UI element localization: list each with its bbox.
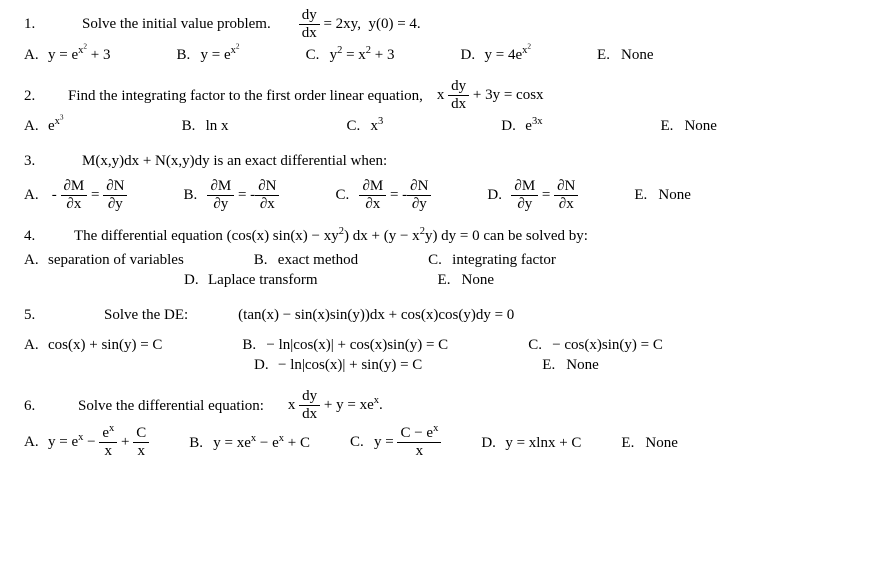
q1-stem-text: Solve the initial value problem. [82,14,271,34]
q3-choice-B: B.∂M∂y = -∂N∂x [183,179,279,212]
question-5: 5. Solve the DE: (tan(x) − sin(x)sin(y))… [24,305,861,376]
q2-choices: A.ex3 B.ln x C.x3 D.e3x E.None [24,116,861,136]
q1-choice-E: E.None [597,45,654,65]
q2-choice-B: B.ln x [182,116,229,136]
q2-number: 2. [24,86,54,106]
question-6: 6. Solve the differential equation: x dy… [24,389,861,459]
q6-number: 6. [24,396,54,416]
q5-choice-E: E.None [542,355,599,375]
q1-stem: 1. Solve the initial value problem. dydx… [24,8,861,41]
q5-choices: A.cos(x) + sin(y) = C B.− ln|cos(x)| + c… [24,335,861,376]
q3-stem: 3. M(x,y)dx + N(x,y)dy is an exact diffe… [24,151,861,171]
question-3: 3. M(x,y)dx + N(x,y)dy is an exact diffe… [24,151,861,212]
q4-choice-E: E.None [438,270,495,290]
q1-choice-C: C.y2 = x2 + 3 [306,45,395,65]
q3-choice-C: C.∂M∂x = -∂N∂y [335,179,431,212]
q1-equation: dydx = 2xy, y(0) = 4. [299,8,421,41]
q4-choice-B: B.exact method [254,250,358,270]
q6-choice-E: E.None [621,433,678,453]
q6-stem-text: Solve the differential equation: [78,396,264,416]
q3-choice-A: A. - ∂M∂x = ∂N∂y [24,179,127,212]
q2-choice-A: A.ex3 [24,116,64,136]
q5-number: 5. [24,305,54,325]
q4-stem: 4. The differential equation (cos(x) sin… [24,226,861,246]
q1-choice-A: A.y = ex2 + 3 [24,45,111,65]
q1-choices: A.y = ex2 + 3 B.y = ex2 C.y2 = x2 + 3 D.… [24,45,861,65]
q2-choice-D: D.e3x [501,116,542,136]
q3-stem-text: M(x,y)dx + N(x,y)dy is an exact differen… [82,151,387,171]
q3-number: 3. [24,151,54,171]
q5-choice-D: D.− ln|cos(x)| + sin(y) = C [254,355,422,375]
q5-choice-A: A.cos(x) + sin(y) = C [24,335,162,355]
q6-choice-D: D.y = xlnx + C [481,433,581,453]
worksheet: 1. Solve the initial value problem. dydx… [0,0,885,473]
q6-choice-A: A. y = ex − exx + Cx [24,426,149,459]
q1-number: 1. [24,14,54,34]
q1-choice-D: D.y = 4ex2 [461,45,532,65]
q4-choice-D: D.Laplace transform [184,270,318,290]
q1-choice-B: B.y = ex2 [177,45,240,65]
q2-stem: 2. Find the integrating factor to the fi… [24,79,861,112]
q3-choice-E: E.None [634,185,691,205]
q6-stem: 6. Solve the differential equation: x dy… [24,389,861,422]
q5-choice-B: B.− ln|cos(x)| + cos(x)sin(y) = C [242,335,448,355]
q2-stem-text: Find the integrating factor to the first… [68,86,423,106]
question-1: 1. Solve the initial value problem. dydx… [24,8,861,65]
q4-choices: A.separation of variables B.exact method… [24,250,861,291]
q6-choices: A. y = ex − exx + Cx B.y = xex − ex + C … [24,426,861,459]
q2-choice-E: E.None [660,116,717,136]
q2-equation: x dydx + 3y = cosx [437,79,544,112]
q2-choice-C: C.x3 [347,116,384,136]
q5-equation: (tan(x) − sin(x)sin(y))dx + cos(x)cos(y)… [238,305,514,325]
q4-number: 4. [24,226,54,246]
q3-choice-D: D.∂M∂y = ∂N∂x [487,179,578,212]
q5-stem: 5. Solve the DE: (tan(x) − sin(x)sin(y))… [24,305,861,325]
q4-choice-A: A.separation of variables [24,250,184,270]
q6-equation: x dydx + y = xex. [288,389,383,422]
q5-choice-C: C.− cos(x)sin(y) = C [528,335,663,355]
q6-choice-B: B.y = xex − ex + C [189,433,310,453]
q4-stem-text: The differential equation (cos(x) sin(x)… [74,226,588,246]
q4-choice-C: C.integrating factor [428,250,556,270]
q3-choices: A. - ∂M∂x = ∂N∂y B.∂M∂y = -∂N∂x C.∂M∂x =… [24,179,861,212]
q5-stem-text: Solve the DE: [104,305,188,325]
q6-choice-C: C. y = C − exx [350,426,441,459]
question-4: 4. The differential equation (cos(x) sin… [24,226,861,291]
question-2: 2. Find the integrating factor to the fi… [24,79,861,136]
